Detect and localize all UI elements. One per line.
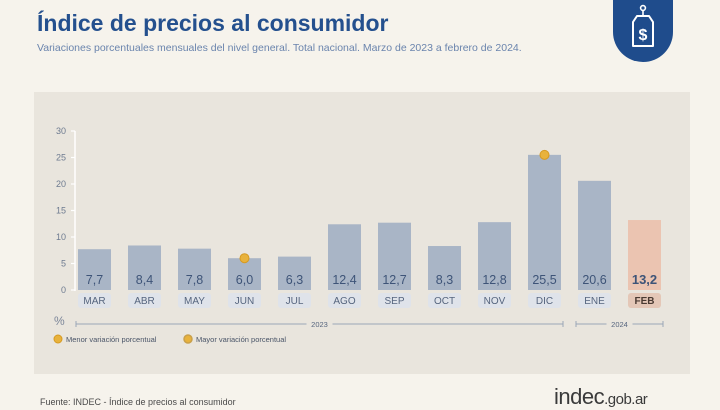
legend-marker-min <box>53 334 63 344</box>
legend-marker-max <box>183 334 193 344</box>
category-label: SEP <box>384 296 404 307</box>
y-tick-label: 10 <box>56 232 66 242</box>
logo-main: indec <box>554 384 605 409</box>
logo-suffix: .gob.ar <box>604 391 648 408</box>
legend-label-min: Menor variación porcentual <box>66 335 157 344</box>
category-label: MAR <box>83 296 105 307</box>
y-tick-label: 20 <box>56 179 66 189</box>
y-tick-label: 30 <box>56 126 66 136</box>
page-subtitle: Variaciones porcentuales mensuales del n… <box>37 42 522 54</box>
category-label: OCT <box>434 296 455 307</box>
bar-value-label: 20,6 <box>582 273 606 287</box>
y-axis-label: % <box>54 314 65 328</box>
price-tag-dollar-icon: $ <box>632 4 654 47</box>
bar-oct <box>428 246 461 290</box>
bar-value-label: 12,4 <box>332 273 356 287</box>
category-label-bg <box>528 293 561 308</box>
bar-may <box>178 248 211 290</box>
bar-value-label: 25,5 <box>532 273 556 287</box>
ipc-bar-chart: 0 5 10 15 20 25 30% 7,7 MAR 8,4 ABR 7,8 MAY 6,0 JUN 6,3… <box>53 126 664 344</box>
year-label: 2024 <box>611 320 628 329</box>
category-label: JUN <box>235 296 254 307</box>
category-label-bg <box>578 293 611 308</box>
category-label-bg <box>78 293 111 308</box>
svg-text:$: $ <box>639 27 648 44</box>
bar-value-label: 6,0 <box>236 273 253 287</box>
bar-nov <box>478 222 511 290</box>
y-tick-label: 25 <box>56 153 66 163</box>
category-label: JUL <box>286 296 304 307</box>
category-label: AGO <box>333 296 355 307</box>
bar-abr <box>128 245 161 290</box>
y-tick-label: 15 <box>56 206 66 216</box>
bar-value-label: 12,7 <box>382 273 406 287</box>
category-label-bg <box>328 293 361 308</box>
y-tick-label: 0 <box>61 285 66 295</box>
category-label-bg <box>128 293 161 308</box>
page-title: Índice de precios al consumidor <box>37 10 389 36</box>
category-label-bg <box>278 293 311 308</box>
bar-value-label: 7,8 <box>186 273 203 287</box>
category-label-bg <box>428 293 461 308</box>
bar-value-label: 12,8 <box>482 273 506 287</box>
category-label-bg <box>228 293 261 308</box>
category-label: FEB <box>635 296 655 307</box>
category-label: MAY <box>184 296 205 307</box>
bar-feb <box>628 220 661 290</box>
marker-max <box>539 149 550 160</box>
bar-ene <box>578 180 611 290</box>
category-label-bg <box>478 293 511 308</box>
category-label: DIC <box>536 296 553 307</box>
bar-mar <box>78 249 111 290</box>
bar-value-label: 13,2 <box>632 272 657 287</box>
price-badge: $ <box>613 0 673 62</box>
bar-jul <box>278 256 311 290</box>
chart-panel: 0 5 10 15 20 25 30% 7,7 MAR 8,4 ABR 7,8 MAY 6,0 JUN 6,3… <box>34 92 690 374</box>
bar-dic <box>528 154 561 290</box>
category-label: ABR <box>134 296 155 307</box>
category-label-bg <box>178 293 211 308</box>
bar-jun <box>228 258 261 290</box>
category-label-bg <box>628 293 661 308</box>
y-tick-label: 5 <box>61 259 66 269</box>
legend-label-max: Mayor variación porcentual <box>196 335 286 344</box>
bar-value-label: 7,7 <box>86 273 103 287</box>
marker-min <box>239 253 250 264</box>
category-label: NOV <box>484 296 506 307</box>
category-label-bg <box>378 293 411 308</box>
source-note: Fuente: INDEC - Índice de precios al con… <box>40 397 236 407</box>
bar-ago <box>328 224 361 290</box>
bar-value-label: 8,3 <box>436 273 453 287</box>
bar-value-label: 6,3 <box>286 273 303 287</box>
indec-logo: indec.gob.ar <box>554 384 648 410</box>
bar-sep <box>378 222 411 290</box>
year-label: 2023 <box>311 320 328 329</box>
category-label: ENE <box>584 296 605 307</box>
bar-value-label: 8,4 <box>136 273 153 287</box>
